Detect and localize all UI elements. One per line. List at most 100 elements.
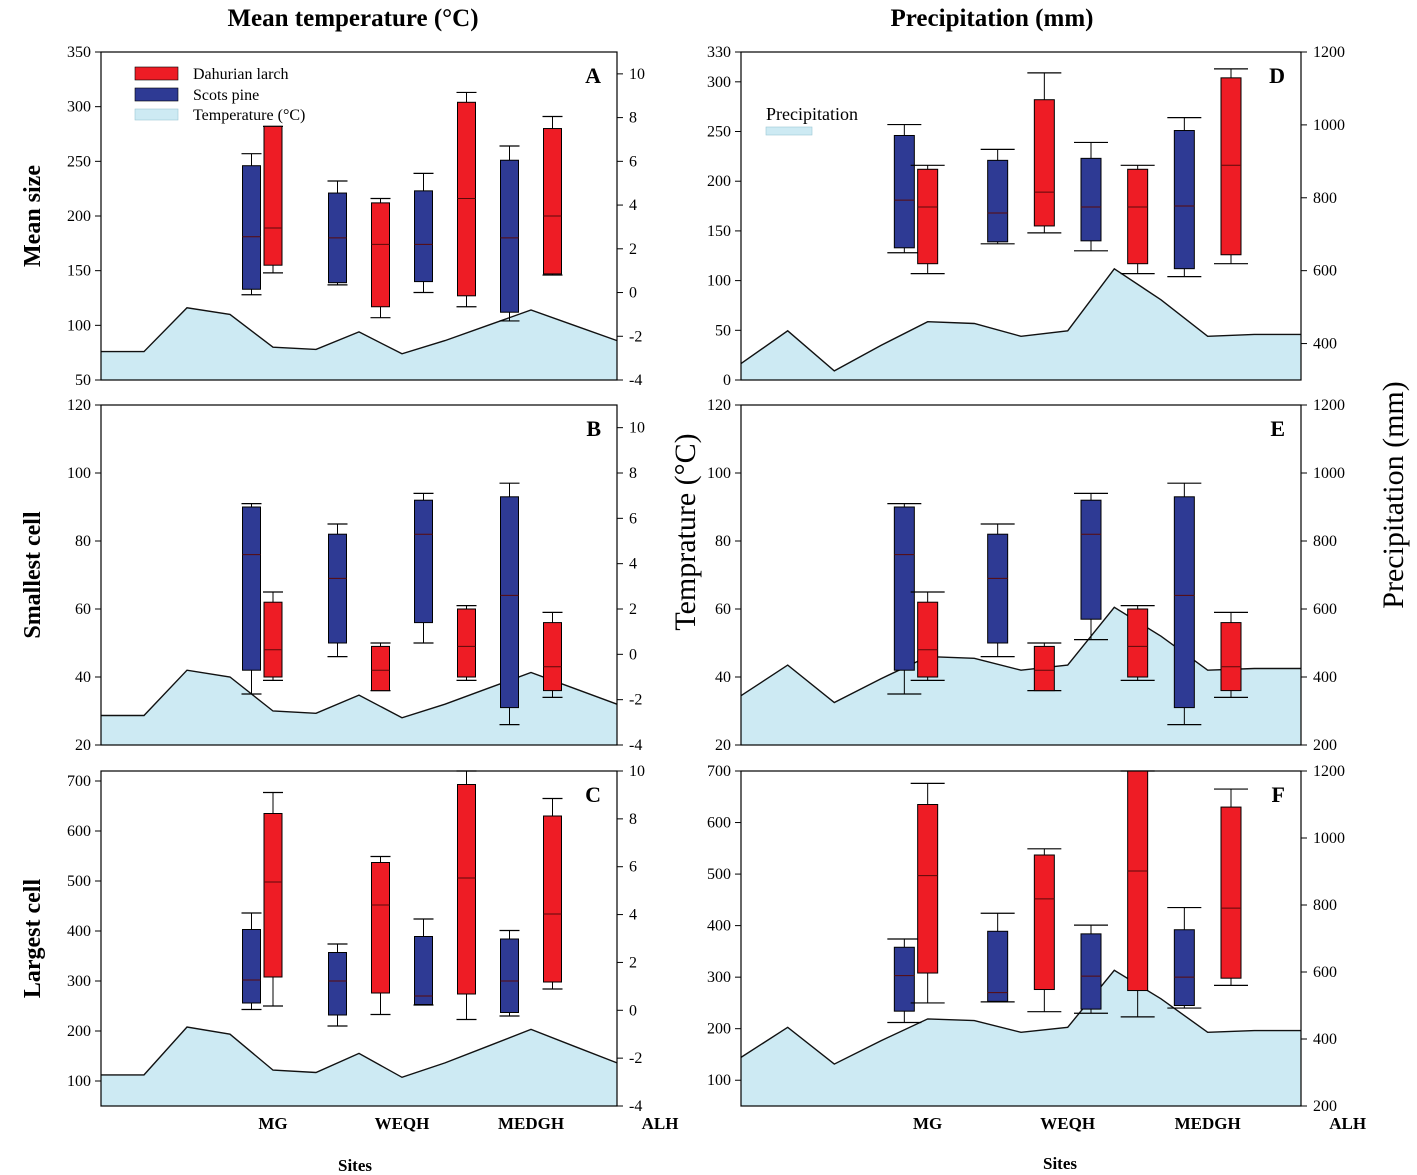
box-body (1080, 157, 1102, 242)
box-body (1220, 622, 1242, 692)
box-body (500, 159, 519, 313)
y2-tick-label: -2 (629, 692, 642, 709)
box-body (893, 134, 915, 249)
y2-tick-label: -4 (629, 372, 642, 389)
box-pine-c-1 (241, 912, 262, 1011)
y2-tick-label: 6 (629, 859, 637, 876)
y2-tick-label: 2 (629, 954, 637, 971)
box-body (543, 128, 562, 275)
x-axis-label-left: Sites (338, 1156, 372, 1175)
box-larch-f-2 (910, 782, 945, 1004)
box-pine-b-5 (413, 492, 434, 644)
y-tick-label: 200 (67, 208, 91, 225)
box-pine-f-1 (887, 938, 922, 1024)
y2-tick-label: 4 (629, 556, 637, 573)
x-category-label: WEQH (375, 1114, 430, 1133)
box-larch-b-8 (542, 611, 563, 699)
plot-frame (100, 770, 618, 1107)
y2-tick-label: 1200 (1313, 44, 1345, 61)
y-tick-label: 700 (707, 763, 731, 780)
x-category-label: MG (913, 1114, 942, 1133)
box-pine-b-3 (327, 523, 348, 658)
y2-tick-label: 400 (1313, 1031, 1337, 1048)
y-tick-label: 300 (707, 969, 731, 986)
y2-tick-label: 600 (1313, 601, 1337, 618)
box-pine-d-3 (980, 148, 1015, 245)
y-tick-label: 250 (707, 124, 731, 141)
y2-tick-label: 10 (629, 66, 645, 83)
box-pine-e-7 (1167, 482, 1202, 726)
y-tick-label: 100 (707, 465, 731, 482)
y2-tick-label: 8 (629, 811, 637, 828)
box-larch-d-8 (1214, 68, 1248, 265)
y-tick-label: 700 (67, 773, 91, 790)
climate-line-a (101, 307, 618, 355)
y-tick-label: 40 (75, 669, 91, 686)
box-larch-b-2 (263, 591, 283, 682)
y-tick-label: 120 (707, 397, 731, 414)
plot-frame (100, 404, 618, 746)
box-larch-e-4 (1027, 642, 1062, 692)
y-tick-label: 80 (75, 533, 91, 550)
box-pine-d-5 (1074, 141, 1108, 252)
box-body (893, 946, 915, 1012)
box-body (414, 499, 433, 624)
box-larch-a-4 (370, 197, 391, 319)
legend-precipitation-panel: Precipitation (765, 104, 858, 136)
y-axis-label: Smallest cell (20, 511, 46, 639)
climate-line-f (740, 969, 1301, 1065)
box-body (414, 190, 433, 283)
y-tick-label: 100 (707, 273, 731, 290)
y-tick-label: 600 (707, 815, 731, 832)
panel-e: 20 40 60 80 100 120 200 400 600 800 1000 1200 E (707, 397, 1345, 754)
y2-tick-label: -2 (629, 328, 642, 345)
box-larch-c-8 (542, 797, 563, 990)
y2-tick-label: 0 (629, 646, 637, 663)
box-larch-c-4 (370, 855, 391, 1016)
box-larch-e-6 (1120, 604, 1155, 682)
y-tick-label: 60 (75, 601, 91, 618)
box-body (917, 601, 939, 678)
box-body (893, 506, 915, 671)
y2-tick-label: 8 (629, 110, 637, 127)
box-body (1033, 854, 1055, 991)
box-body (1080, 933, 1102, 1010)
x-category-label: WEQH (1040, 1114, 1095, 1133)
panel-letter: A (585, 63, 601, 88)
box-body (328, 952, 347, 1016)
box-body (457, 101, 476, 297)
y-tick-label: 50 (715, 322, 731, 339)
y-tick-label: 20 (75, 737, 91, 754)
box-larch-b-4 (370, 642, 391, 692)
box-larch-c-6 (456, 770, 477, 1021)
box-larch-c-2 (263, 791, 283, 1007)
x-axis-label-right: Sites (1043, 1154, 1077, 1173)
panel-a: 50 100 150 200 250 300 350 -4 -2 0 2 4 6 8 10 A Mean siz… (20, 44, 645, 389)
y-tick-label: 20 (715, 737, 731, 754)
box-body (263, 125, 283, 266)
box-pine-e-5 (1074, 492, 1108, 641)
box-body (1173, 929, 1195, 1006)
box-pine-d-1 (887, 123, 922, 254)
panel-b: 20 40 60 80 100 120 -4 -2 0 2 4 6 8 10 B Smallest cell (20, 397, 645, 754)
y-tick-label: 50 (75, 372, 91, 389)
box-body (1220, 77, 1242, 256)
box-larch-e-2 (910, 591, 945, 682)
climate-area-d (741, 268, 1301, 380)
box-larch-f-8 (1214, 788, 1248, 987)
box-body (1127, 168, 1149, 265)
panel-f: 100 200 300 400 500 600 700 200 400 600 800 1000 120… (707, 763, 1366, 1133)
y-tick-label: 330 (707, 44, 731, 61)
legend-label-temperature: Temperature (°C) (193, 107, 305, 124)
y-tick-label: 400 (707, 918, 731, 935)
box-pine-d-7 (1167, 116, 1202, 278)
y2-tick-label: 1200 (1313, 763, 1345, 780)
y2-tick-label: 800 (1313, 897, 1337, 914)
y-axis-label: Mean size (20, 165, 46, 267)
y-tick-label: 0 (723, 372, 731, 389)
y-tick-label: 250 (67, 153, 91, 170)
legend-temperature-panel: Dahurian larch Scots pine Temperature (°… (134, 66, 305, 124)
plot-frame (740, 404, 1302, 746)
panel-c: 100 200 300 400 500 600 700 -4 -2 0 2 4 6 8 10 C Largest… (20, 763, 678, 1133)
